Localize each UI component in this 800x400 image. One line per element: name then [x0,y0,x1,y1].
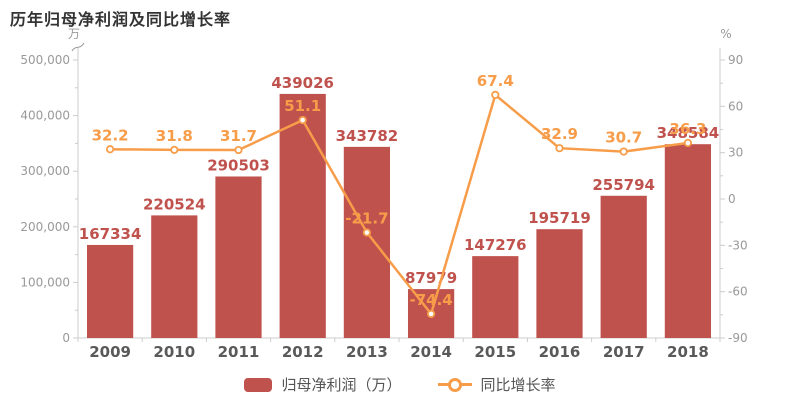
x-axis-year-label: 2009 [89,343,131,361]
line-value-label-2016: 32.9 [541,125,578,143]
right-axis-tick-label: 0 [728,192,736,206]
bar-2015[interactable] [472,256,519,338]
point-2018[interactable] [683,138,693,148]
bar-2012[interactable] [279,93,326,338]
x-axis-year-label: 2018 [667,343,709,361]
chart-title: 历年归母净利润及同比增长率 [10,10,232,29]
right-axis-tick-label: -60 [728,285,748,299]
bar-2018[interactable] [664,144,712,338]
bar-2009[interactable] [86,244,134,338]
point-2010[interactable] [170,145,179,154]
bar-2017[interactable] [600,195,647,338]
line-value-label-2015: 67.4 [477,72,514,90]
line-value-label-2009: 32.2 [92,126,129,144]
bar-value-label-2013: 343782 [336,127,399,145]
right-axis-tick-label: -30 [728,238,748,252]
legend: 归母净利润（万） 同比增长率 [0,374,800,395]
x-axis-year-label: 2014 [410,343,452,361]
x-axis-year-label: 2013 [346,343,388,361]
left-axis-tick-label: 100,000 [20,275,70,289]
point-2017[interactable] [619,147,628,156]
bar-2016[interactable] [536,229,583,338]
line-value-label-2011: 31.7 [220,127,257,145]
bar-value-label-2009: 167334 [79,225,142,243]
line-value-label-2018: 36.3 [669,120,706,138]
x-axis-year-label: 2016 [539,343,581,361]
right-axis-unit-label: % [720,27,731,41]
bar-2010[interactable] [151,215,198,338]
left-axis-tick-label: 500,000 [20,53,70,67]
legend-bar-label: 归母净利润（万） [281,376,402,394]
line-value-label-2013: -21.7 [345,210,388,228]
bar-value-label-2012: 439026 [271,74,334,92]
bar-value-label-2011: 290503 [207,156,270,174]
point-2016[interactable] [555,144,564,153]
left-axis-tick-label: 0 [62,331,70,345]
bar-value-label-2014: 87979 [405,269,457,287]
bar-value-label-2016: 195719 [528,209,591,227]
point-2011[interactable] [234,145,243,155]
legend-line-ring-icon [447,377,462,392]
bar-2013[interactable] [343,146,391,338]
left-axis-tick-label: 300,000 [20,164,70,178]
point-2013[interactable] [362,228,371,237]
right-axis-tick-label: 60 [728,99,743,113]
point-2012[interactable] [298,115,307,125]
line-value-label-2014: -74.4 [409,291,452,309]
left-axis-tick-label: 400,000 [20,109,70,123]
legend-line-marker-icon [437,377,472,392]
line-value-label-2010: 31.8 [156,127,193,145]
bar-value-label-2015: 147276 [464,236,527,254]
x-axis-year-label: 2010 [153,343,195,361]
point-2015[interactable] [491,90,500,100]
legend-bar-swatch-icon [244,377,273,392]
point-2014[interactable] [426,309,436,319]
left-axis-unit-label: 万 [68,27,80,41]
bar-value-label-2018: 348584 [657,124,720,142]
line-value-label-2012: 51.1 [284,97,321,115]
x-axis-year-label: 2011 [218,343,260,361]
axis-break-icon [71,42,85,52]
bar-2011[interactable] [215,176,262,338]
left-axis-tick-label: 200,000 [20,220,70,234]
legend-line-label: 同比增长率 [480,376,556,394]
bar-value-label-2010: 220524 [143,195,206,213]
right-axis-tick-label: -90 [728,331,748,345]
legend-item-net-profit[interactable]: 归母净利润（万） [244,374,402,395]
x-axis-year-label: 2012 [282,343,324,361]
line-value-label-2017: 30.7 [605,129,642,147]
right-axis-tick-label: 90 [728,53,743,67]
bar-value-label-2017: 255794 [592,176,655,194]
growth-line [108,93,690,316]
legend-item-growth-rate[interactable]: 同比增长率 [437,374,556,395]
x-axis-year-label: 2015 [474,343,516,361]
x-axis-year-label: 2017 [603,343,645,361]
point-2009[interactable] [106,145,115,154]
right-axis-tick-label: 30 [728,146,743,160]
